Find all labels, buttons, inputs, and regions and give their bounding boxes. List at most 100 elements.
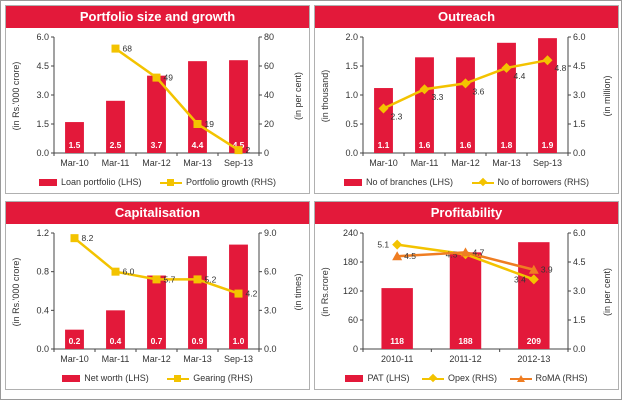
- y-tick-label-left: 1.5: [36, 119, 49, 129]
- y-tick-label-left: 0: [353, 344, 358, 354]
- legend-swatch-line: [421, 373, 444, 383]
- line-data-label: 4.8: [555, 63, 567, 73]
- y-tick-label-left: 180: [343, 257, 358, 267]
- legend-item: Portfolio growth (RHS): [160, 177, 276, 187]
- y-tick-label-right: 0: [264, 148, 269, 158]
- line-marker-square: [111, 44, 120, 53]
- bar: [449, 252, 482, 349]
- bar: [106, 100, 125, 153]
- bar-data-label: 1.0: [233, 336, 245, 346]
- line-data-label: 2.3: [391, 112, 403, 122]
- y-axis-left-label-wrap: (in Rs.crore): [318, 227, 332, 357]
- legend-swatch-line: [471, 177, 494, 187]
- x-tick-label: Mar-11: [102, 158, 130, 168]
- bar-data-label: 1.9: [542, 140, 554, 150]
- line-data-label: 19: [205, 119, 215, 129]
- bar: [374, 88, 393, 153]
- bar: [65, 329, 84, 349]
- bar-data-label: 1.5: [69, 140, 81, 150]
- line-data-label: 2: [246, 145, 251, 155]
- chart-title: Capitalisation: [6, 202, 309, 224]
- y-axis-left-label: (in thousand): [320, 69, 330, 123]
- legend-swatch-bar: [62, 374, 81, 382]
- chart-panel-profitability: Profitability 0 60 120 180 240 0.0 1.5 3.0 4.5 6.…: [314, 201, 619, 390]
- line-data-label: 4.2: [246, 289, 258, 299]
- bar-data-label: 1.6: [419, 140, 431, 150]
- legend-item: Net worth (LHS): [62, 373, 149, 383]
- y-tick-label-left: 2.0: [345, 32, 358, 42]
- y-tick-label-right: 60: [264, 61, 274, 71]
- bar: [188, 61, 207, 153]
- x-tick-label: Mar-10: [369, 158, 398, 168]
- x-tick-label: Mar-13: [183, 354, 212, 364]
- y-tick-label-right: 3.0: [264, 305, 277, 315]
- y-tick-label-right: 0.0: [264, 344, 277, 354]
- line-marker-square: [193, 275, 202, 284]
- bar-data-label: 3.7: [151, 140, 163, 150]
- x-tick-label: Mar-13: [492, 158, 521, 168]
- y-tick-label-right: 3.0: [573, 90, 586, 100]
- y-tick-label-right: 80: [264, 32, 274, 42]
- y-tick-label-right: 6.0: [264, 267, 277, 277]
- chart-legend: PAT (LHS) Opex (RHS) RoMA (RHS): [315, 372, 618, 386]
- bar: [229, 60, 248, 154]
- line-marker-square: [234, 146, 243, 155]
- line-data-label: 49: [164, 73, 174, 83]
- bar-data-label: 1.8: [501, 140, 513, 150]
- bar-data-label: 4.5: [233, 140, 245, 150]
- bar: [456, 57, 475, 153]
- y-tick-label-right: 1.5: [573, 315, 586, 325]
- chart-plot: 0.0 1.5 3.0 4.5 6.0 0 20 40 60 80 Mar-10 Mar-11 Mar-…: [36, 32, 274, 168]
- x-tick-label: Mar-12: [451, 158, 480, 168]
- chart-panel-outreach: Outreach 0.0 0.5 1.0 1.5 2.0 0.0 1.5 3.0 4.5 6.0 M…: [314, 5, 619, 194]
- x-tick-label: Sep-13: [533, 158, 562, 168]
- legend-swatch-bar: [38, 178, 57, 186]
- y-axis-right-label: (in million): [602, 75, 612, 117]
- bar-data-label: 118: [390, 336, 404, 346]
- y-tick-label-left: 1.2: [36, 228, 49, 238]
- y-tick-label-right: 4.5: [573, 61, 586, 71]
- line-marker-square: [152, 73, 161, 82]
- x-tick-label: 2010-11: [381, 354, 413, 364]
- y-axis-left-label-wrap: (in Rs.'000 crore): [9, 227, 23, 357]
- y-tick-label-left: 0.5: [345, 119, 358, 129]
- line-marker-square: [152, 275, 161, 284]
- legend-label: PAT (LHS): [367, 372, 410, 383]
- line-marker-diamond: [542, 55, 553, 66]
- bar-data-label: 2.5: [110, 140, 122, 150]
- x-tick-label: Mar-10: [60, 158, 89, 168]
- y-tick-label-left: 240: [343, 228, 358, 238]
- bar: [538, 38, 557, 153]
- legend-swatch-bar: [343, 178, 362, 186]
- chart-panel-portfolio: Portfolio size and growth 0.0 1.5 3.0 4.5 6.…: [5, 5, 310, 194]
- legend-item: Opex (RHS): [421, 373, 497, 383]
- chart-legend: Loan portfolio (LHS) Portfolio growth (R…: [6, 176, 309, 190]
- line-marker-square: [234, 289, 243, 298]
- legend-label: No of branches (LHS): [365, 176, 453, 187]
- x-tick-label: Mar-11: [102, 354, 130, 364]
- line-data-label: 5.1: [377, 240, 389, 250]
- x-tick-label: 2012-13: [517, 354, 550, 364]
- y-axis-left-label: (in Rs.'000 crore): [11, 61, 21, 131]
- legend-swatch-line: [167, 374, 190, 383]
- bar-data-label: 188: [458, 336, 472, 346]
- line-marker-square: [193, 120, 202, 128]
- chart-legend: No of branches (LHS) No of borrowers (RH…: [315, 176, 618, 190]
- line-data-label: 3.9: [541, 265, 553, 275]
- line-data-label: 4.5: [404, 251, 416, 261]
- chart-plot: 0.0 0.4 0.8 1.2 0.0 3.0 6.0 9.0 Mar-10 Mar-11 Mar-…: [36, 228, 277, 364]
- y-tick-label-right: 20: [264, 119, 274, 129]
- y-tick-label-left: 0.4: [36, 305, 49, 315]
- y-tick-label-left: 1.0: [345, 90, 358, 100]
- x-tick-label: Mar-10: [60, 354, 89, 364]
- line-marker-diamond: [419, 84, 430, 95]
- y-tick-label-right: 6.0: [573, 32, 586, 42]
- y-tick-label-left: 1.5: [345, 61, 358, 71]
- y-axis-right-label-wrap: (in per cent): [600, 227, 614, 357]
- legend-swatch-line: [160, 178, 183, 187]
- bar: [518, 242, 550, 349]
- y-tick-label-right: 6.0: [573, 228, 586, 238]
- x-tick-label: Mar-12: [142, 354, 171, 364]
- line-data-label: 68: [123, 44, 133, 54]
- legend-item: No of branches (LHS): [343, 176, 453, 187]
